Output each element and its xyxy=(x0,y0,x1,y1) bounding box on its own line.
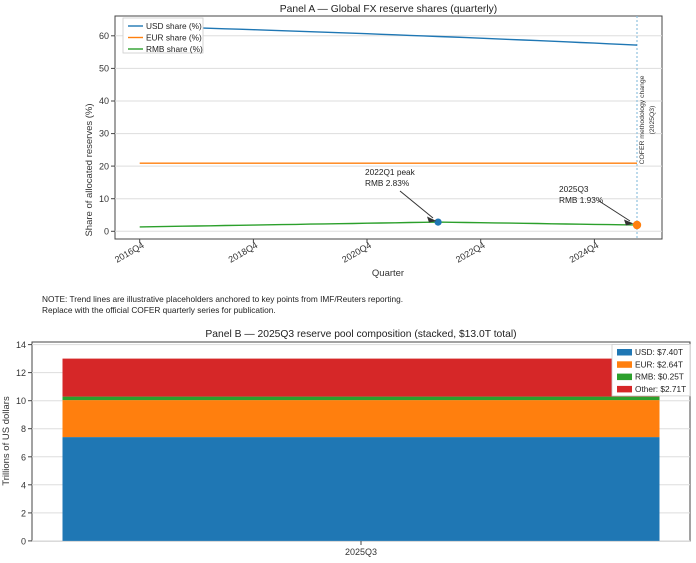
svg-text:RMB 2.83%: RMB 2.83% xyxy=(365,178,410,188)
svg-text:30: 30 xyxy=(99,129,109,139)
svg-text:Trillions of US dollars: Trillions of US dollars xyxy=(1,396,12,486)
svg-text:6: 6 xyxy=(21,452,26,462)
svg-text:EUR share (%): EUR share (%) xyxy=(146,33,202,43)
svg-text:2022Q1 peak: 2022Q1 peak xyxy=(365,167,416,177)
svg-text:2016Q4: 2016Q4 xyxy=(113,240,146,265)
svg-text:8: 8 xyxy=(21,424,26,434)
svg-text:2024Q4: 2024Q4 xyxy=(568,240,601,265)
svg-text:2018Q4: 2018Q4 xyxy=(227,240,260,265)
svg-text:2020Q4: 2020Q4 xyxy=(340,240,373,265)
svg-text:RMB 1.93%: RMB 1.93% xyxy=(559,195,604,205)
svg-text:10: 10 xyxy=(99,194,109,204)
svg-text:Share of allocated reserves (%: Share of allocated reserves (%) xyxy=(84,103,95,236)
svg-text:2025Q3: 2025Q3 xyxy=(559,184,589,194)
svg-text:0: 0 xyxy=(104,227,109,237)
svg-text:Quarter: Quarter xyxy=(372,268,404,279)
svg-text:20: 20 xyxy=(99,161,109,171)
svg-text:RMB: $0.25T: RMB: $0.25T xyxy=(635,372,684,382)
svg-text:USD share (%): USD share (%) xyxy=(146,21,202,31)
svg-text:0: 0 xyxy=(21,536,26,546)
svg-text:2: 2 xyxy=(21,508,26,518)
svg-text:USD: $7.40T: USD: $7.40T xyxy=(635,347,683,357)
svg-text:50: 50 xyxy=(99,64,109,74)
svg-text:(2025Q3): (2025Q3) xyxy=(649,106,656,135)
svg-text:COFER methodology change: COFER methodology change xyxy=(639,75,646,164)
svg-text:2025Q3: 2025Q3 xyxy=(345,547,377,557)
svg-text:2022Q4: 2022Q4 xyxy=(454,240,487,265)
svg-text:60: 60 xyxy=(99,31,109,41)
svg-text:Other: $2.71T: Other: $2.71T xyxy=(635,384,686,394)
svg-text:12: 12 xyxy=(16,368,26,378)
svg-text:RMB share (%): RMB share (%) xyxy=(146,44,203,54)
svg-text:40: 40 xyxy=(99,96,109,106)
svg-text:EUR: $2.64T: EUR: $2.64T xyxy=(635,359,683,369)
svg-text:14: 14 xyxy=(16,341,26,350)
svg-text:4: 4 xyxy=(21,480,26,490)
svg-text:10: 10 xyxy=(16,396,26,406)
